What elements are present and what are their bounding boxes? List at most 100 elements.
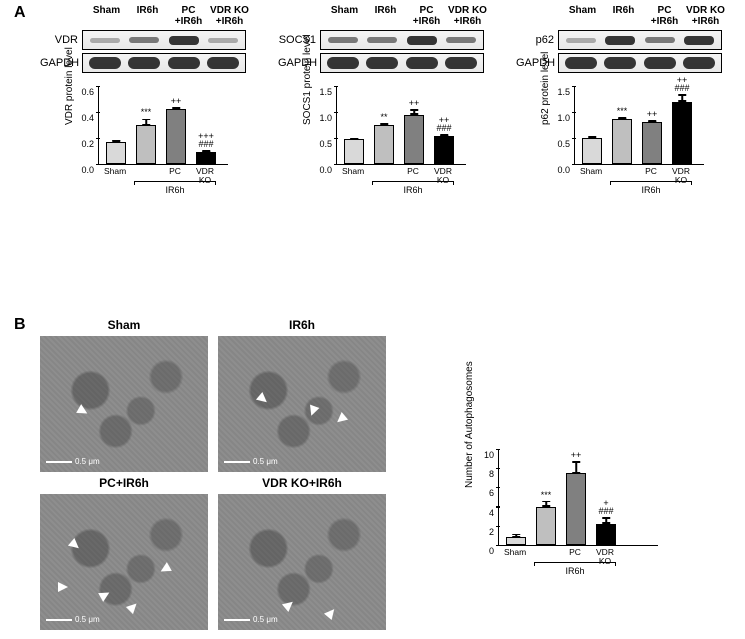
scale-bar-label: 0.5 μm [253,615,278,624]
bar-wrap: ++ [165,109,187,164]
blot-set-socs1: ShamIR6hPC +IR6hVDR KO +IR6hSOCS1GAPDHSO… [278,6,488,306]
scale-bar-line [224,461,250,463]
chart-vdr: VDR protein level***+++++###0.00.20.40.6… [70,83,240,193]
error-bar [681,94,683,101]
row-label: GAPDH [278,57,320,69]
scale-bar: 0.5 μm [224,615,278,624]
panel-b: Sham IR6h 0.5 μm 0.5 μm PC+IR6h VDR KO+IR6h 0.… [40,318,730,628]
error-bar [545,501,547,507]
y-tick: 0 [489,546,494,556]
bar [582,138,602,164]
significance-marker: ++### [674,76,689,92]
scale-bar: 0.5 μm [224,457,278,466]
y-tick: 0.6 [81,87,94,97]
gel-target [82,30,246,50]
bar [136,125,156,164]
tick-mark [572,138,576,139]
y-tick: 0.5 [557,139,570,149]
error-bar [591,136,593,138]
bar-wrap: ** [373,125,395,164]
gel-target [320,30,484,50]
tick-mark [96,86,100,87]
band [644,57,676,69]
em-texture [40,494,208,630]
scale-bar-line [224,619,250,621]
bar [196,152,216,164]
bar-wrap: +### [595,524,617,545]
bar-wrap: *** [135,125,157,164]
panel-a: ShamIR6hPC +IR6hVDR KO +IR6hVDRGAPDHVDR … [40,6,730,306]
plot-area: **++++### [336,87,466,165]
plot-area: *** ++ +++### [98,87,228,165]
error-bar [205,150,207,152]
tick-mark [496,506,500,507]
category-label: Sham [580,167,602,184]
band [207,57,239,69]
bracket-label: IR6h [610,185,692,195]
tick-mark [96,138,100,139]
error-bar [353,138,355,140]
error-bar [515,534,517,537]
tick-mark [496,545,500,546]
y-tick: 0.0 [81,165,94,175]
error-bar [575,461,577,473]
y-ticks: 0.00.51.01.5 [546,87,572,165]
lane-label: Sham [86,6,127,27]
em-image: 0.5 μm [40,336,208,472]
significance-marker: ** [380,113,387,121]
y-tick: 0.0 [319,165,332,175]
bar [106,142,126,164]
em-title: VDR KO+IR6h [218,476,386,490]
significance-marker: ++ [647,110,658,118]
em-texture [40,336,208,472]
lane-label: VDR KO +IR6h [685,6,726,27]
bar-wrap [343,139,365,164]
category-label: Sham [504,548,526,565]
significance-marker: ++### [436,116,451,132]
y-ticks: 0.00.20.40.6 [70,87,96,165]
scale-bar: 0.5 μm [46,615,100,624]
bar [166,109,186,164]
lane-label: VDR KO +IR6h [447,6,488,27]
bar-wrap: *** [611,119,633,164]
em-title: IR6h [218,318,386,332]
tick-mark [572,164,576,165]
tick-mark [496,526,500,527]
autophagosome-chart: Number of Autophagosomes***+++###0246810… [470,446,690,596]
em-texture [218,336,386,472]
band [446,37,476,43]
lane-labels: ShamIR6hPC +IR6hVDR KO +IR6h [86,6,250,27]
band [645,37,675,43]
lane-label: PC +IR6h [168,6,209,27]
lane-labels: ShamIR6hPC +IR6hVDR KO +IR6h [324,6,488,27]
em-title: Sham [40,318,208,332]
bracket-label: IR6h [372,185,454,195]
bar [404,115,424,164]
bar-wrap: ++ [641,122,663,164]
bar-wrap: +++### [195,152,217,164]
tick-mark [334,164,338,165]
band [445,57,477,69]
em-title: PC+IR6h [40,476,208,490]
row-label: SOCS1 [278,34,320,46]
lane-label: Sham [562,6,603,27]
error-bar [175,107,177,110]
scale-bar-line [46,461,72,463]
scale-bar-line [46,619,72,621]
error-bar [145,119,147,126]
y-tick: 4 [489,508,494,518]
lane-label: IR6h [127,6,168,27]
bar [506,537,526,545]
significance-marker: *** [541,491,552,499]
tick-mark [334,86,338,87]
bar-wrap: ++### [671,102,693,164]
blot-set-vdr: ShamIR6hPC +IR6hVDR KO +IR6hVDRGAPDHVDR … [40,6,250,306]
lane-label: Sham [324,6,365,27]
panel-a-label: A [14,4,26,22]
scale-bar-label: 0.5 μm [253,457,278,466]
panel-b-label: B [14,316,26,334]
bar [642,122,662,164]
band [89,57,121,69]
error-bar [621,117,623,119]
bars: *** ++ +++### [105,87,223,164]
